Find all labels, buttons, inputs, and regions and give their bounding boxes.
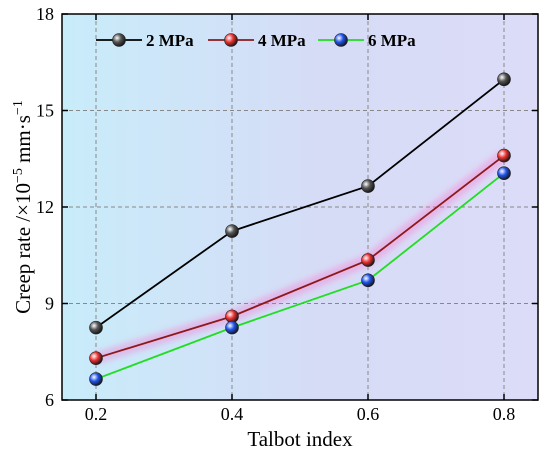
y-axis-title-prefix: Creep rate /×10 — [11, 183, 35, 314]
series-0-point-3 — [497, 72, 511, 87]
series-line-1 — [95, 154, 505, 360]
x-tick-label-0: 0.2 — [85, 404, 108, 424]
y-axis-title-unit: mm·s — [11, 115, 35, 168]
y-tick-label-4: 18 — [36, 4, 54, 24]
legend-marker-2 — [334, 33, 348, 47]
x-tick-label-2: 0.6 — [357, 404, 380, 424]
series-2-point-1 — [225, 320, 239, 335]
y-axis-title: Creep rate /×10−5 mm·s−1 — [11, 100, 35, 314]
x-tick-label-3: 0.8 — [493, 404, 516, 424]
y-tick-label-1: 9 — [45, 294, 54, 314]
y-tick-label-0: 6 — [45, 390, 54, 410]
y-axis-title-unit-exp: −1 — [11, 100, 26, 115]
series-1-point-2 — [361, 253, 375, 267]
series-line-2 — [95, 172, 505, 380]
x-tick-label-1: 0.4 — [221, 404, 244, 424]
legend-label-0: 2 MPa — [146, 31, 194, 50]
legend-marker-1 — [224, 33, 238, 47]
series-1-point-0 — [89, 351, 103, 365]
series-layer — [89, 72, 511, 386]
series-1-point-3 — [497, 148, 511, 163]
series-2-point-2 — [361, 273, 375, 288]
y-tick-label-3: 15 — [36, 101, 54, 121]
series-0-point-0 — [89, 320, 103, 335]
series-0-point-2 — [361, 179, 375, 193]
y-axis-title-exp: −5 — [11, 168, 26, 183]
legend-marker-0 — [112, 33, 126, 47]
series-0-point-1 — [225, 224, 239, 238]
series-2-point-0 — [89, 372, 103, 386]
legend-label-1: 4 MPa — [258, 31, 306, 50]
y-tick-label-2: 12 — [36, 197, 54, 217]
x-axis-title: Talbot index — [247, 427, 353, 451]
series-line-0 — [95, 78, 505, 329]
series-2-point-3 — [497, 166, 511, 181]
ticks: 0.2 0.4 0.6 0.8 6 9 12 15 18 — [36, 4, 538, 424]
legend-label-2: 6 MPa — [368, 31, 416, 50]
legend: 2 MPa 4 MPa 6 MPa — [96, 31, 416, 50]
